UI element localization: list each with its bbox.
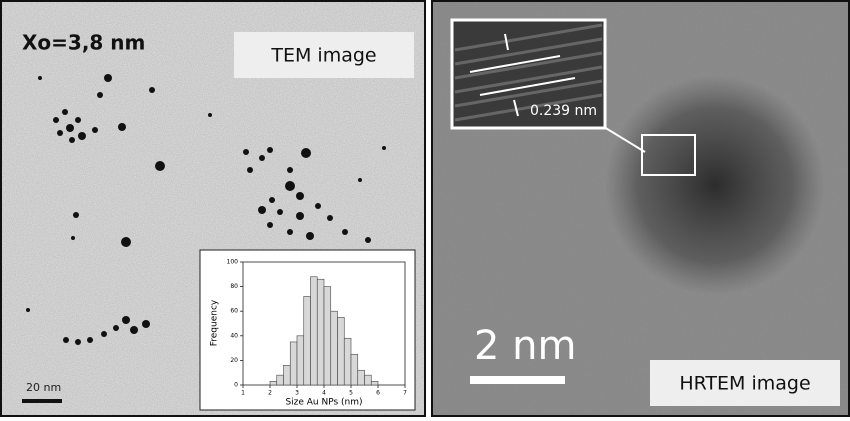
particle [605, 75, 825, 295]
y-tick-label: 0 [234, 382, 238, 389]
bar [290, 342, 297, 385]
bar [338, 317, 345, 385]
size-label: Xo=3,8 nm [22, 31, 145, 55]
x-tick-label: 5 [349, 390, 353, 397]
bar [365, 375, 372, 385]
y-axis-label: Frequency [210, 299, 220, 346]
bar [317, 279, 324, 385]
hrtem-tag: HRTEM image [679, 373, 810, 395]
y-tick-label: 40 [230, 332, 238, 339]
x-tick-label: 6 [376, 390, 380, 397]
bar [297, 336, 304, 385]
spacing-label: 0.239 nm [530, 103, 597, 119]
bar [351, 354, 358, 385]
y-tick-label: 20 [230, 357, 238, 364]
x-axis-label: Size Au NPs (nm) [285, 398, 362, 408]
x-tick-label: 7 [403, 390, 407, 397]
bar [324, 287, 331, 385]
page: Xo=3,8 nm TEM image 20 nm Frequency Size… [0, 0, 850, 417]
bar [311, 277, 318, 385]
bar [344, 338, 351, 385]
y-tick-label: 100 [227, 259, 239, 266]
bar [277, 375, 284, 385]
x-tick-label: 2 [268, 390, 272, 397]
figure: Xo=3,8 nm TEM image 20 nm Frequency Size… [0, 0, 850, 417]
scale-bar [470, 376, 565, 384]
bar [284, 365, 291, 385]
x-tick-label: 3 [295, 390, 299, 397]
scale-bar [22, 399, 62, 403]
scale-label: 20 nm [26, 381, 61, 394]
y-tick-label: 80 [230, 283, 238, 290]
tem-tag: TEM image [270, 45, 376, 67]
bar [371, 381, 378, 385]
scale-label: 2 nm [474, 323, 576, 369]
y-tick-label: 60 [230, 308, 238, 315]
bar [304, 296, 311, 385]
bar [270, 381, 277, 385]
x-tick-label: 4 [322, 390, 326, 397]
bar [358, 370, 365, 385]
bar [331, 311, 338, 385]
x-tick-label: 1 [241, 390, 245, 397]
